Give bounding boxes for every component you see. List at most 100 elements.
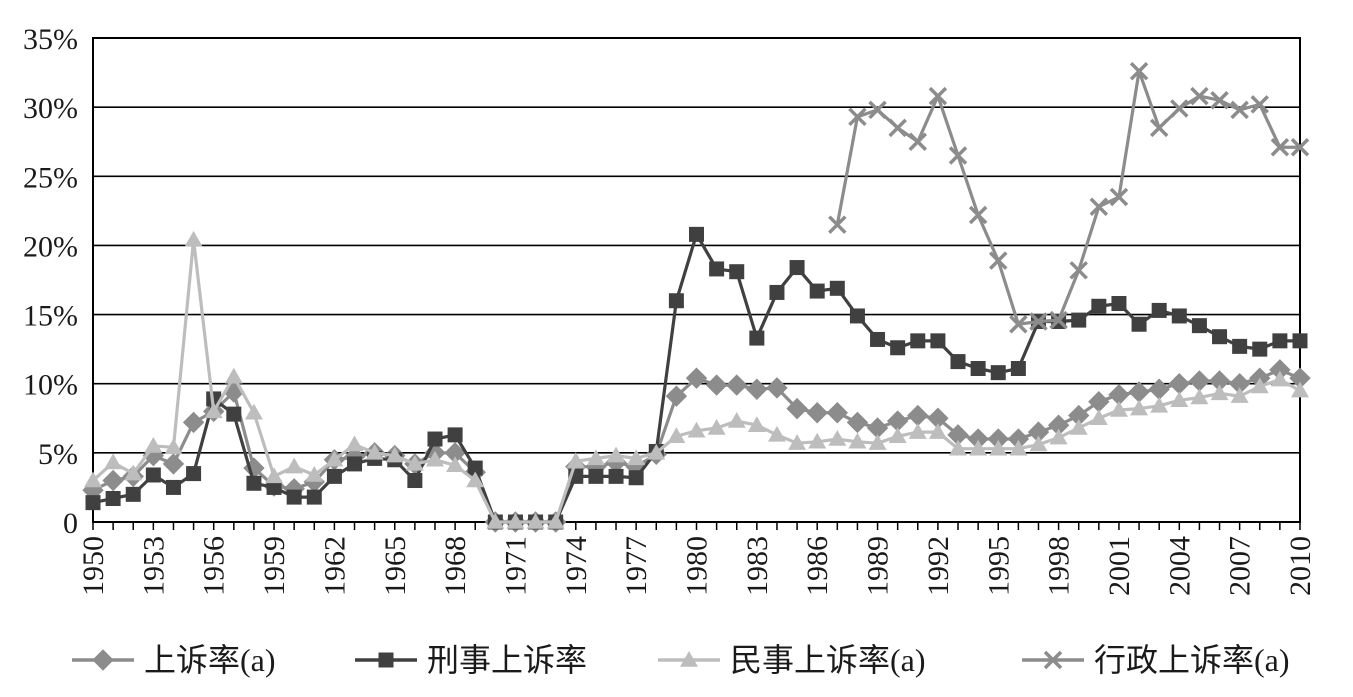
data-point [446,456,465,473]
data-point [265,467,284,484]
data-point [1071,312,1087,328]
data-point [848,107,867,127]
data-point [1292,333,1308,349]
data-point [1029,435,1048,452]
data-point [707,418,726,435]
legend-item: 上诉率(a) [72,642,276,678]
data-point [407,473,423,489]
x-marker-stroke [1043,650,1063,670]
x-tick-label: 1980 [681,536,714,596]
data-point [667,427,686,444]
data-point [829,280,845,296]
data-point [890,340,906,356]
y-tick-label: 5% [38,438,78,471]
data-point [165,479,181,495]
data-point [627,449,646,466]
data-point [1010,361,1026,377]
y-tick-label: 30% [23,92,78,125]
data-point [145,467,161,483]
data-point [102,469,124,492]
data-point [124,464,143,481]
x-marker-stroke [868,100,887,120]
x-marker-stroke [848,107,867,127]
x-marker-stroke [1210,90,1229,110]
data-point [749,330,765,346]
x-marker-stroke [1009,315,1028,334]
data-point [766,377,788,399]
x-tick-label: 1995 [982,536,1015,596]
data-point [1148,378,1170,400]
data-point [486,513,505,529]
data-point [848,432,867,449]
x-marker-stroke [1149,118,1169,138]
data-point [1191,318,1207,334]
data-point [1232,338,1248,354]
data-point [186,466,202,482]
data-point [908,423,927,439]
data-point [546,513,565,529]
data-point [989,439,1008,456]
data-point [868,100,887,120]
data-point [1272,333,1288,349]
data-point [1129,61,1149,81]
data-point [746,378,768,400]
x-marker-stroke [1129,61,1149,81]
data-point [705,374,728,396]
data-point [1049,310,1068,330]
data-point [1270,370,1289,387]
data-point [1250,377,1269,394]
data-point [526,513,545,529]
data-point [566,452,585,468]
data-point [907,404,929,427]
data-point [928,86,948,106]
data-point [1230,387,1249,403]
x-tick-label: 1950 [77,536,110,596]
data-point [930,333,946,349]
x-marker-stroke [1190,86,1209,106]
data-point [1069,418,1088,435]
data-point [968,205,988,225]
data-point [828,430,847,446]
data-point [425,450,444,467]
data-point [868,434,887,450]
data-point [326,468,342,484]
data-point [1171,308,1187,324]
x-marker-stroke [968,205,988,225]
data-point [990,365,1006,381]
series-line [835,69,1300,326]
x-marker-stroke [1069,261,1088,280]
data-point [365,443,384,460]
data-point [1190,388,1209,405]
data-point [1089,409,1108,426]
x-tick-label: 1962 [318,536,351,596]
data-point [447,427,463,443]
data-point [948,146,968,165]
data-point [1151,302,1167,318]
data-point [1088,390,1110,413]
data-point [1131,316,1147,332]
data-point [928,423,947,439]
data-point [104,453,123,470]
data-point [1109,187,1129,207]
legend: 上诉率(a) 刑事上诉率 民事上诉率(a) 行政上诉率(a) [72,642,1290,678]
data-point [665,385,688,407]
data-point [105,490,121,506]
data-point [628,470,644,486]
data-point [1069,261,1088,280]
x-tick-label: 2001 [1103,536,1136,596]
x-tick-label: 2004 [1163,536,1196,596]
x-marker-stroke [948,146,968,165]
x-marker-stroke [1089,197,1109,216]
data-point [1252,341,1268,357]
y-tick-label: 35% [23,23,78,56]
data-point [125,486,141,502]
data-point [1190,86,1209,106]
data-point [1168,373,1191,395]
data-point [1128,381,1150,403]
x-marker-stroke [1290,138,1310,157]
y-tick-label: 20% [23,230,78,263]
data-point [1089,197,1109,216]
data-point [888,118,907,138]
series-group [82,61,1311,533]
